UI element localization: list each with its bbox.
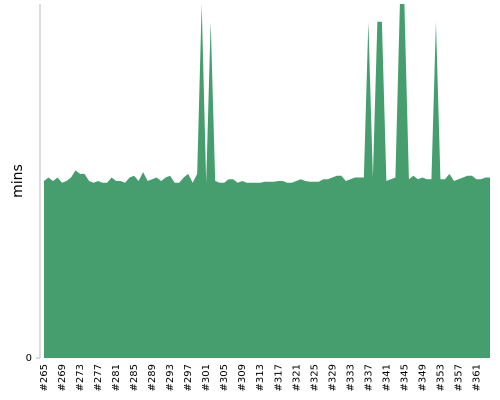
x-tick-label: #301	[201, 364, 212, 391]
x-tick-label: #297	[183, 364, 194, 391]
y-tick-label: 0	[26, 353, 32, 364]
x-tick-label: #309	[237, 364, 248, 391]
x-tick-label: #281	[111, 364, 122, 391]
x-tick-label: #333	[345, 364, 356, 391]
x-tick-label: #289	[147, 364, 158, 391]
y-axis-label: mins	[10, 164, 26, 198]
x-tick-label: #353	[435, 364, 446, 391]
x-tick-label: #293	[165, 364, 176, 391]
x-tick-label: #329	[327, 364, 338, 391]
x-tick-label: #361	[471, 364, 482, 391]
area	[44, 4, 490, 358]
x-tick-label: #269	[57, 364, 68, 391]
x-tick-label: #313	[255, 364, 266, 391]
x-tick-label: #273	[75, 364, 86, 391]
x-tick-label: #341	[381, 364, 392, 391]
x-tick-label: #277	[93, 364, 104, 391]
x-tick-label: #285	[129, 364, 140, 391]
x-tick-label: #321	[291, 364, 302, 391]
x-tick-label: #317	[273, 364, 284, 391]
x-tick-label: #357	[453, 364, 464, 391]
x-tick-label: #345	[399, 364, 410, 391]
x-tick-label: #305	[219, 364, 230, 391]
x-tick-label: #265	[39, 364, 50, 391]
x-tick-label: #325	[309, 364, 320, 391]
x-tick-label: #349	[417, 364, 428, 391]
x-tick-label: #337	[363, 364, 374, 391]
